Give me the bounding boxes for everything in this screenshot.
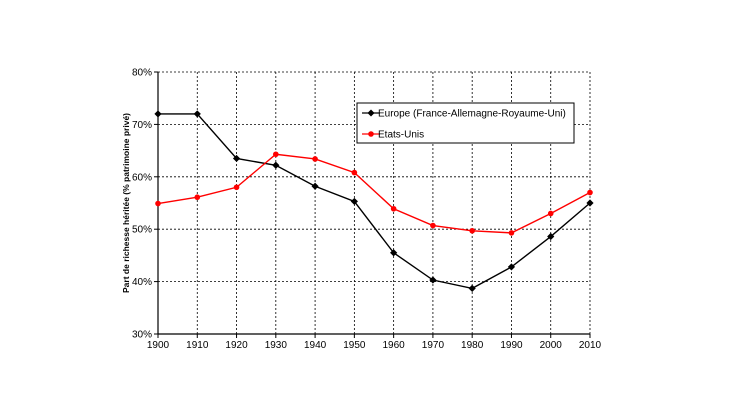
y-tick-label: 60% — [132, 172, 152, 183]
x-tick-label: 1950 — [343, 340, 366, 351]
data-point — [586, 199, 594, 207]
x-tick-label: 1980 — [461, 340, 484, 351]
legend-label-europe: Europe (France-Allemagne-Royaume-Uni) — [378, 109, 566, 120]
y-axis-title: Part de richesse héritée (% patrimoine p… — [121, 113, 131, 293]
data-point — [311, 182, 319, 190]
legend-marker-europe — [367, 109, 375, 117]
data-point — [508, 230, 515, 236]
x-tick-labels: 1900 1910 1920 1930 1940 1950 1960 1970 1980 1990… — [147, 340, 602, 351]
legend-box — [356, 102, 575, 144]
x-tick-label: 1900 — [147, 340, 170, 351]
x-tick-label: 1960 — [383, 340, 406, 351]
data-point — [390, 249, 398, 257]
data-point — [194, 194, 201, 201]
legend-marker-usa — [368, 131, 374, 137]
x-tick-label: 2000 — [540, 340, 563, 351]
data-point — [430, 222, 436, 229]
data-point — [547, 232, 555, 241]
x-tick-label: 1970 — [422, 340, 445, 351]
data-point — [351, 169, 358, 176]
series-group — [154, 110, 594, 293]
data-point — [312, 156, 318, 162]
data-point — [273, 151, 279, 158]
x-tick-label: 1990 — [500, 340, 523, 351]
y-tick-label: 40% — [132, 277, 152, 288]
data-point — [155, 200, 161, 207]
data-point — [390, 205, 397, 212]
data-point — [469, 227, 475, 234]
data-point — [468, 284, 476, 293]
x-tick-label: 1930 — [265, 340, 288, 351]
y-tick-label: 80% — [132, 68, 152, 79]
legend: Europe (France-Allemagne-Royaume-Uni) Et… — [356, 102, 575, 144]
data-point — [232, 154, 241, 163]
series-line-0 — [158, 113, 591, 290]
legend-label-usa: Etats-Unis — [378, 130, 424, 141]
data-point — [547, 210, 554, 217]
x-tick-label: 1910 — [186, 340, 209, 351]
x-tick-label: 1940 — [304, 340, 327, 351]
data-point — [272, 161, 280, 169]
data-point — [587, 189, 593, 196]
y-tick-label: 30% — [132, 330, 152, 341]
data-point — [507, 263, 516, 271]
data-point — [193, 110, 201, 118]
series-line-1 — [157, 153, 591, 234]
data-point — [154, 110, 162, 118]
data-point — [350, 197, 358, 206]
y-tick-label: 50% — [132, 225, 152, 236]
y-tick-label: 70% — [132, 120, 152, 131]
x-tick-label: 1920 — [225, 340, 248, 351]
x-tick-label: 2010 — [579, 340, 602, 351]
y-tick-labels: 30% 40% 50% 60% 70% 80% — [132, 68, 152, 341]
data-point — [429, 276, 437, 284]
data-point — [233, 184, 240, 191]
